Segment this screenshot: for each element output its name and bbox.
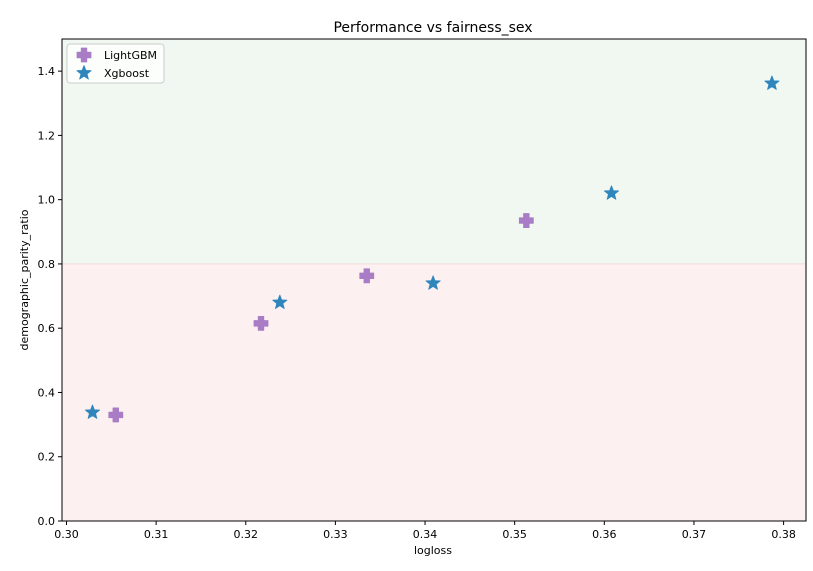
point-xgboost: [272, 294, 288, 309]
chart-title: Performance vs fairness_sex: [333, 20, 532, 36]
point-lightgbm: [108, 407, 124, 423]
region-0: [62, 39, 806, 264]
point-xgboost: [425, 275, 441, 290]
x-tick-label: 0.33: [323, 528, 348, 541]
x-tick-label: 0.34: [413, 528, 438, 541]
legend: LightGBM Xgboost: [66, 43, 165, 84]
y-axis-label: demographic_parity_ratio: [18, 209, 31, 350]
y-tick-label: 1.2: [38, 129, 56, 142]
x-tick-label: 0.31: [144, 528, 169, 541]
y-tick-label: 0.6: [38, 322, 56, 335]
y-tick-label: 0.8: [38, 258, 56, 271]
y-axis-ticks: 0.0 0.2 0.4 0.6 0.8 1.0 1.2 1.4: [38, 65, 62, 528]
legend-marker-xgboost: [76, 65, 92, 80]
point-lightgbm: [253, 315, 269, 331]
x-axis-label: logloss: [414, 544, 452, 557]
x-tick-label: 0.37: [682, 528, 707, 541]
legend-marker-lightgbm: [76, 47, 92, 63]
legend-label-xgboost: Xgboost: [104, 67, 150, 80]
plot-frame: [61, 38, 807, 522]
y-tick-label: 0.0: [38, 515, 56, 528]
y-tick-label: 0.2: [38, 451, 56, 464]
y-tick-label: 0.4: [38, 386, 56, 399]
y-tick-label: 1.0: [38, 194, 56, 207]
x-tick-label: 0.38: [771, 528, 796, 541]
x-tick-label: 0.36: [592, 528, 617, 541]
point-xgboost: [764, 75, 780, 90]
background-regions: [62, 39, 806, 521]
x-tick-label: 0.30: [54, 528, 79, 541]
point-xgboost: [84, 404, 101, 419]
data-points: [84, 75, 780, 423]
x-axis-ticks: 0.30 0.31 0.32 0.33 0.34 0.35 0.36 0.37 0.38: [54, 521, 796, 541]
legend-label-lightgbm: LightGBM: [104, 49, 157, 62]
point-xgboost: [603, 185, 620, 200]
x-tick-label: 0.35: [502, 528, 527, 541]
x-tick-label: 0.32: [234, 528, 259, 541]
y-tick-label: 1.4: [38, 65, 56, 78]
point-lightgbm: [359, 268, 375, 284]
point-lightgbm: [518, 213, 534, 228]
region-1: [62, 263, 806, 521]
